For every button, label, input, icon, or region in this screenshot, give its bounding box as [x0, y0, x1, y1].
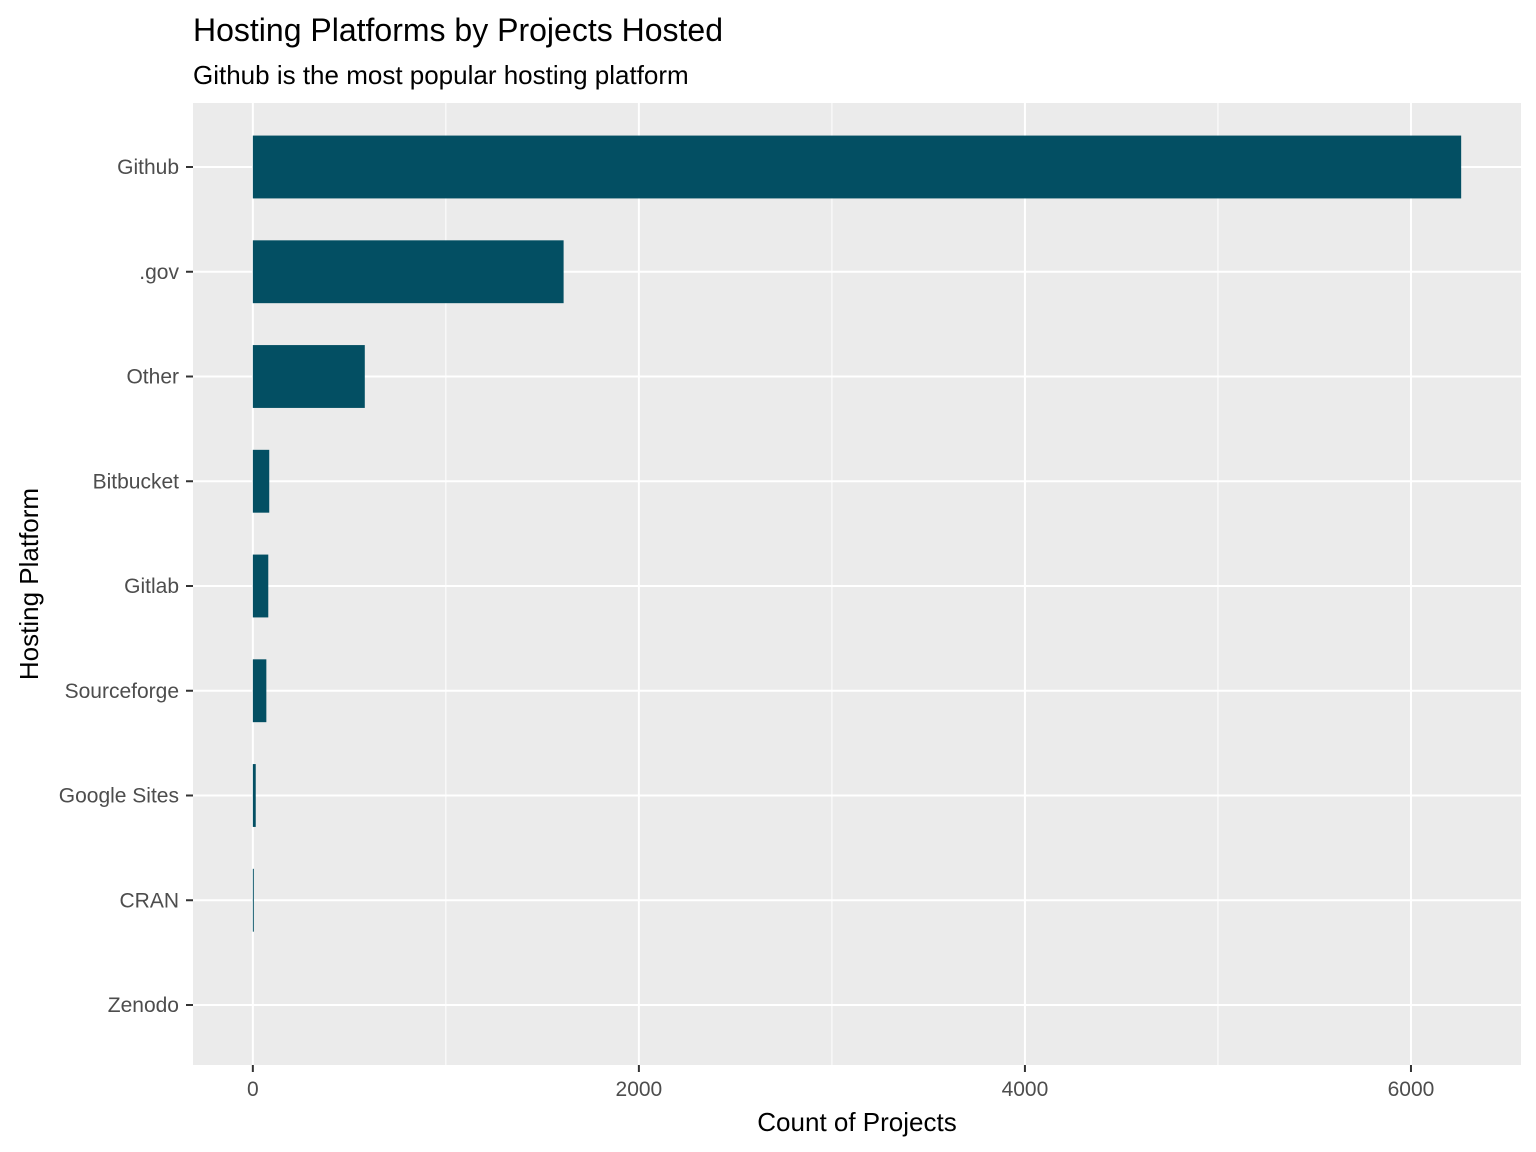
y-tick-label: Gitlab — [124, 575, 179, 598]
bar-other — [252, 345, 365, 408]
x-tick-label: 2000 — [616, 1078, 663, 1101]
bar-google-sites — [252, 764, 256, 827]
chart-subtitle: Github is the most popular hosting platf… — [193, 60, 689, 90]
y-axis-title: Hosting Platform — [14, 488, 44, 680]
bar-bitbucket — [252, 449, 270, 513]
bar-sourceforge — [252, 659, 267, 723]
y-tick-label: .gov — [139, 261, 179, 284]
bar-gitlab — [252, 554, 269, 618]
y-tick-label: Zenodo — [108, 994, 179, 1017]
y-tick-label: Github — [117, 156, 179, 179]
x-tick-label: 6000 — [1388, 1078, 1435, 1101]
bars — [252, 135, 1462, 932]
chart-title: Hosting Platforms by Projects Hosted — [193, 12, 723, 48]
bar-github — [252, 135, 1462, 199]
bar-gov — [252, 240, 564, 304]
x-axis: 0 2000 4000 6000 — [247, 1065, 1434, 1101]
y-tick-label: Google Sites — [59, 785, 179, 808]
y-tick-label: Other — [126, 366, 179, 389]
y-tick-label: CRAN — [119, 889, 179, 912]
x-axis-title: Count of Projects — [757, 1107, 956, 1137]
x-tick-label: 4000 — [1002, 1078, 1049, 1101]
y-tick-label: Sourceforge — [65, 680, 179, 703]
y-axis: Github .gov Other Bitbucket Gitlab Sourceforg… — [59, 156, 193, 1017]
y-tick-label: Bitbucket — [93, 470, 180, 493]
bar-cran — [252, 868, 254, 932]
x-tick-label: 0 — [247, 1078, 259, 1101]
